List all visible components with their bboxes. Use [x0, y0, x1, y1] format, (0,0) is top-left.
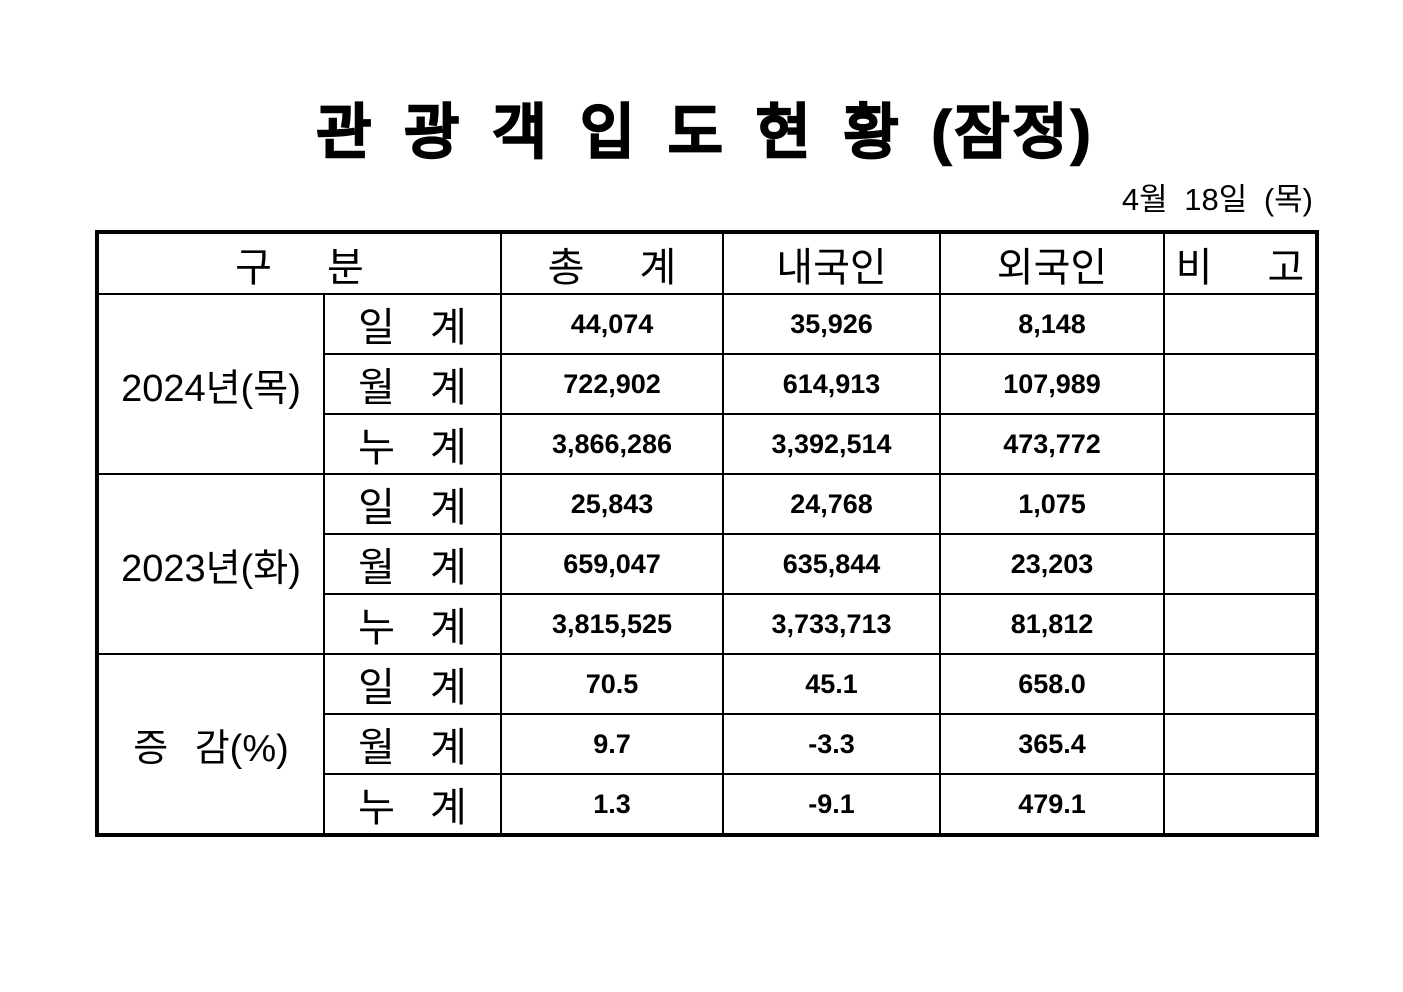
cell-total-value: 25,843: [500, 473, 724, 535]
cell-foreign-value: 81,812: [939, 593, 1165, 655]
cell-remarks: [1163, 473, 1318, 535]
table-row: 월 계 9.7 -3.3 365.4: [97, 713, 1318, 775]
row-group-label-2024: 2024년(목): [96, 293, 325, 475]
table-row: 2024년(목) 일 계 44,074 35,926 8,148: [96, 293, 1318, 475]
cell-total-value: 1.3: [500, 773, 724, 836]
report-date: 4월 18일 (목): [1121, 182, 1313, 217]
cell-row-type: 누 계: [323, 593, 502, 655]
cell-foreign-value: 473,772: [939, 413, 1165, 475]
row-group-label-2023: 2023년(화): [96, 473, 325, 655]
page-title: 관 광 객 입 도 현 황 (잠정): [316, 99, 1094, 167]
header-row: 구 분 총 계 내국인 외국인 비 고: [96, 231, 1318, 295]
cell-remarks: [1163, 413, 1318, 475]
cell-domestic-value: -9.1: [722, 773, 941, 836]
cell-total-value: 3,815,525: [500, 593, 724, 655]
cell-domestic-value: 635,844: [722, 533, 941, 595]
cell-remarks: [1163, 593, 1318, 655]
col-header-category: 구 분: [96, 231, 502, 295]
table-row: 월 계 659,047 635,844 23,203: [97, 533, 1318, 595]
cell-domestic-value: 35,926: [722, 293, 941, 355]
cell-total-value: 9.7: [500, 713, 724, 775]
col-header-domestic: 내국인: [722, 231, 941, 295]
table-row: 2023년(화) 일 계 25,843 24,768 1,075: [96, 473, 1318, 655]
cell-foreign-value: 107,989: [939, 353, 1165, 415]
cell-row-type: 일 계: [323, 653, 502, 715]
cell-foreign-value: 8,148: [939, 293, 1165, 355]
cell-total-value: 659,047: [500, 533, 724, 595]
row-group-label-change: 증 감(%): [96, 653, 325, 836]
col-header-remarks: 비 고: [1163, 231, 1318, 295]
table-row: 누 계 3,866,286 3,392,514 473,772: [97, 413, 1318, 475]
cell-domestic-value: 24,768: [722, 473, 941, 535]
cell-remarks: [1163, 293, 1318, 355]
cell-domestic-value: 3,733,713: [722, 593, 941, 655]
cell-remarks: [1163, 653, 1318, 715]
col-header-foreign: 외국인: [939, 231, 1165, 295]
table-row: 증 감(%) 일 계 70.5 45.1 658.0: [96, 653, 1318, 836]
cell-total-value: 44,074: [500, 293, 724, 355]
cell-row-type: 월 계: [323, 533, 502, 595]
cell-domestic-value: -3.3: [722, 713, 941, 775]
cell-remarks: [1163, 713, 1318, 775]
cell-row-type: 일 계: [323, 293, 502, 355]
cell-total-value: 70.5: [500, 653, 724, 715]
cell-remarks: [1163, 353, 1318, 415]
cell-row-type: 누 계: [323, 773, 502, 836]
cell-row-type: 월 계: [323, 353, 502, 415]
tourist-arrivals-table: 구 분 총 계 내국인 외국인 비 고 2024년(목) 일 계 44,074 …: [95, 230, 1319, 837]
cell-total-value: 3,866,286: [500, 413, 724, 475]
table-row: 누 계 1.3 -9.1 479.1: [97, 773, 1318, 836]
cell-row-type: 누 계: [323, 413, 502, 475]
cell-domestic-value: 3,392,514: [722, 413, 941, 475]
cell-total-value: 722,902: [500, 353, 724, 415]
cell-foreign-value: 658.0: [939, 653, 1165, 715]
cell-foreign-value: 1,075: [939, 473, 1165, 535]
cell-row-type: 일 계: [323, 473, 502, 535]
cell-foreign-value: 365.4: [939, 713, 1165, 775]
cell-remarks: [1163, 773, 1318, 836]
col-header-total: 총 계: [500, 231, 724, 295]
cell-row-type: 월 계: [323, 713, 502, 775]
cell-foreign-value: 23,203: [939, 533, 1165, 595]
cell-foreign-value: 479.1: [939, 773, 1165, 836]
cell-domestic-value: 45.1: [722, 653, 941, 715]
cell-remarks: [1163, 533, 1318, 595]
table-row: 월 계 722,902 614,913 107,989: [97, 353, 1318, 415]
cell-domestic-value: 614,913: [722, 353, 941, 415]
table-row: 누 계 3,815,525 3,733,713 81,812: [97, 593, 1318, 655]
